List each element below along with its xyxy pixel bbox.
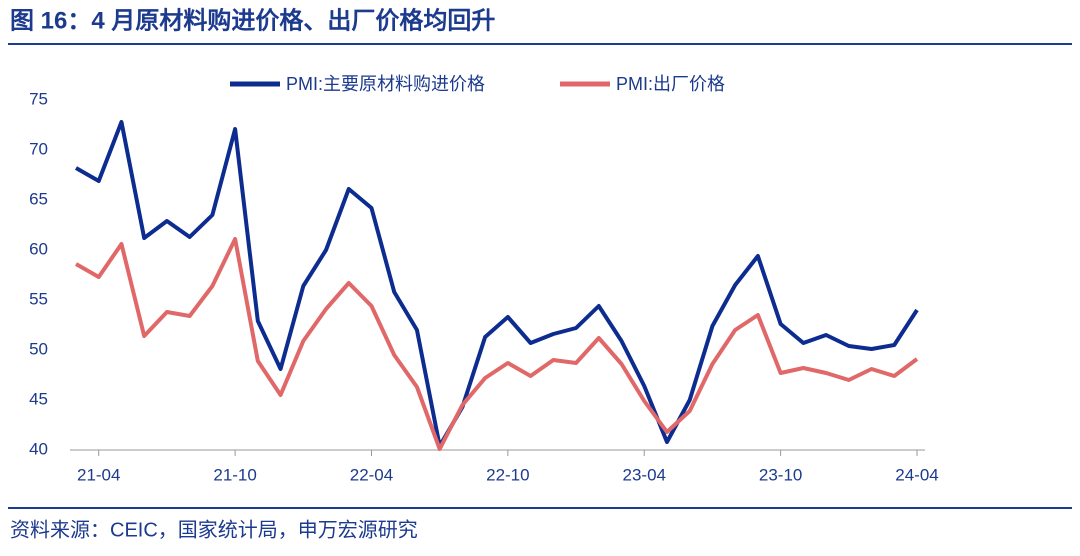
- y-tick-label: 50: [29, 339, 48, 358]
- x-tick-label: 22-10: [486, 465, 529, 484]
- y-tick-label: 40: [29, 439, 48, 458]
- x-tick-label: 23-10: [759, 465, 802, 484]
- y-tick-label: 45: [29, 389, 48, 408]
- line-series: [75, 237, 919, 451]
- x-tick-label: 24-04: [895, 465, 938, 484]
- x-tick-label: 22-04: [350, 465, 393, 484]
- y-tick-label: 60: [29, 239, 48, 258]
- y-tick-label: 65: [29, 189, 48, 208]
- chart-title: 图 16：4 月原材料购进价格、出厂价格均回升: [10, 6, 495, 34]
- line-series: [75, 120, 919, 448]
- x-tick-label: 21-10: [213, 465, 256, 484]
- x-tick-label: 21-04: [77, 465, 120, 484]
- source: 资料来源：CEIC，国家统计局，申万宏源研究: [10, 518, 418, 541]
- x-tick-label: 23-04: [623, 465, 666, 484]
- y-tick-label: 75: [29, 89, 48, 108]
- legend-label: PMI:主要原材料购进价格: [286, 74, 485, 94]
- y-tick-label: 55: [29, 289, 48, 308]
- y-tick-label: 70: [29, 139, 48, 158]
- legend-label: PMI:出厂价格: [616, 74, 725, 94]
